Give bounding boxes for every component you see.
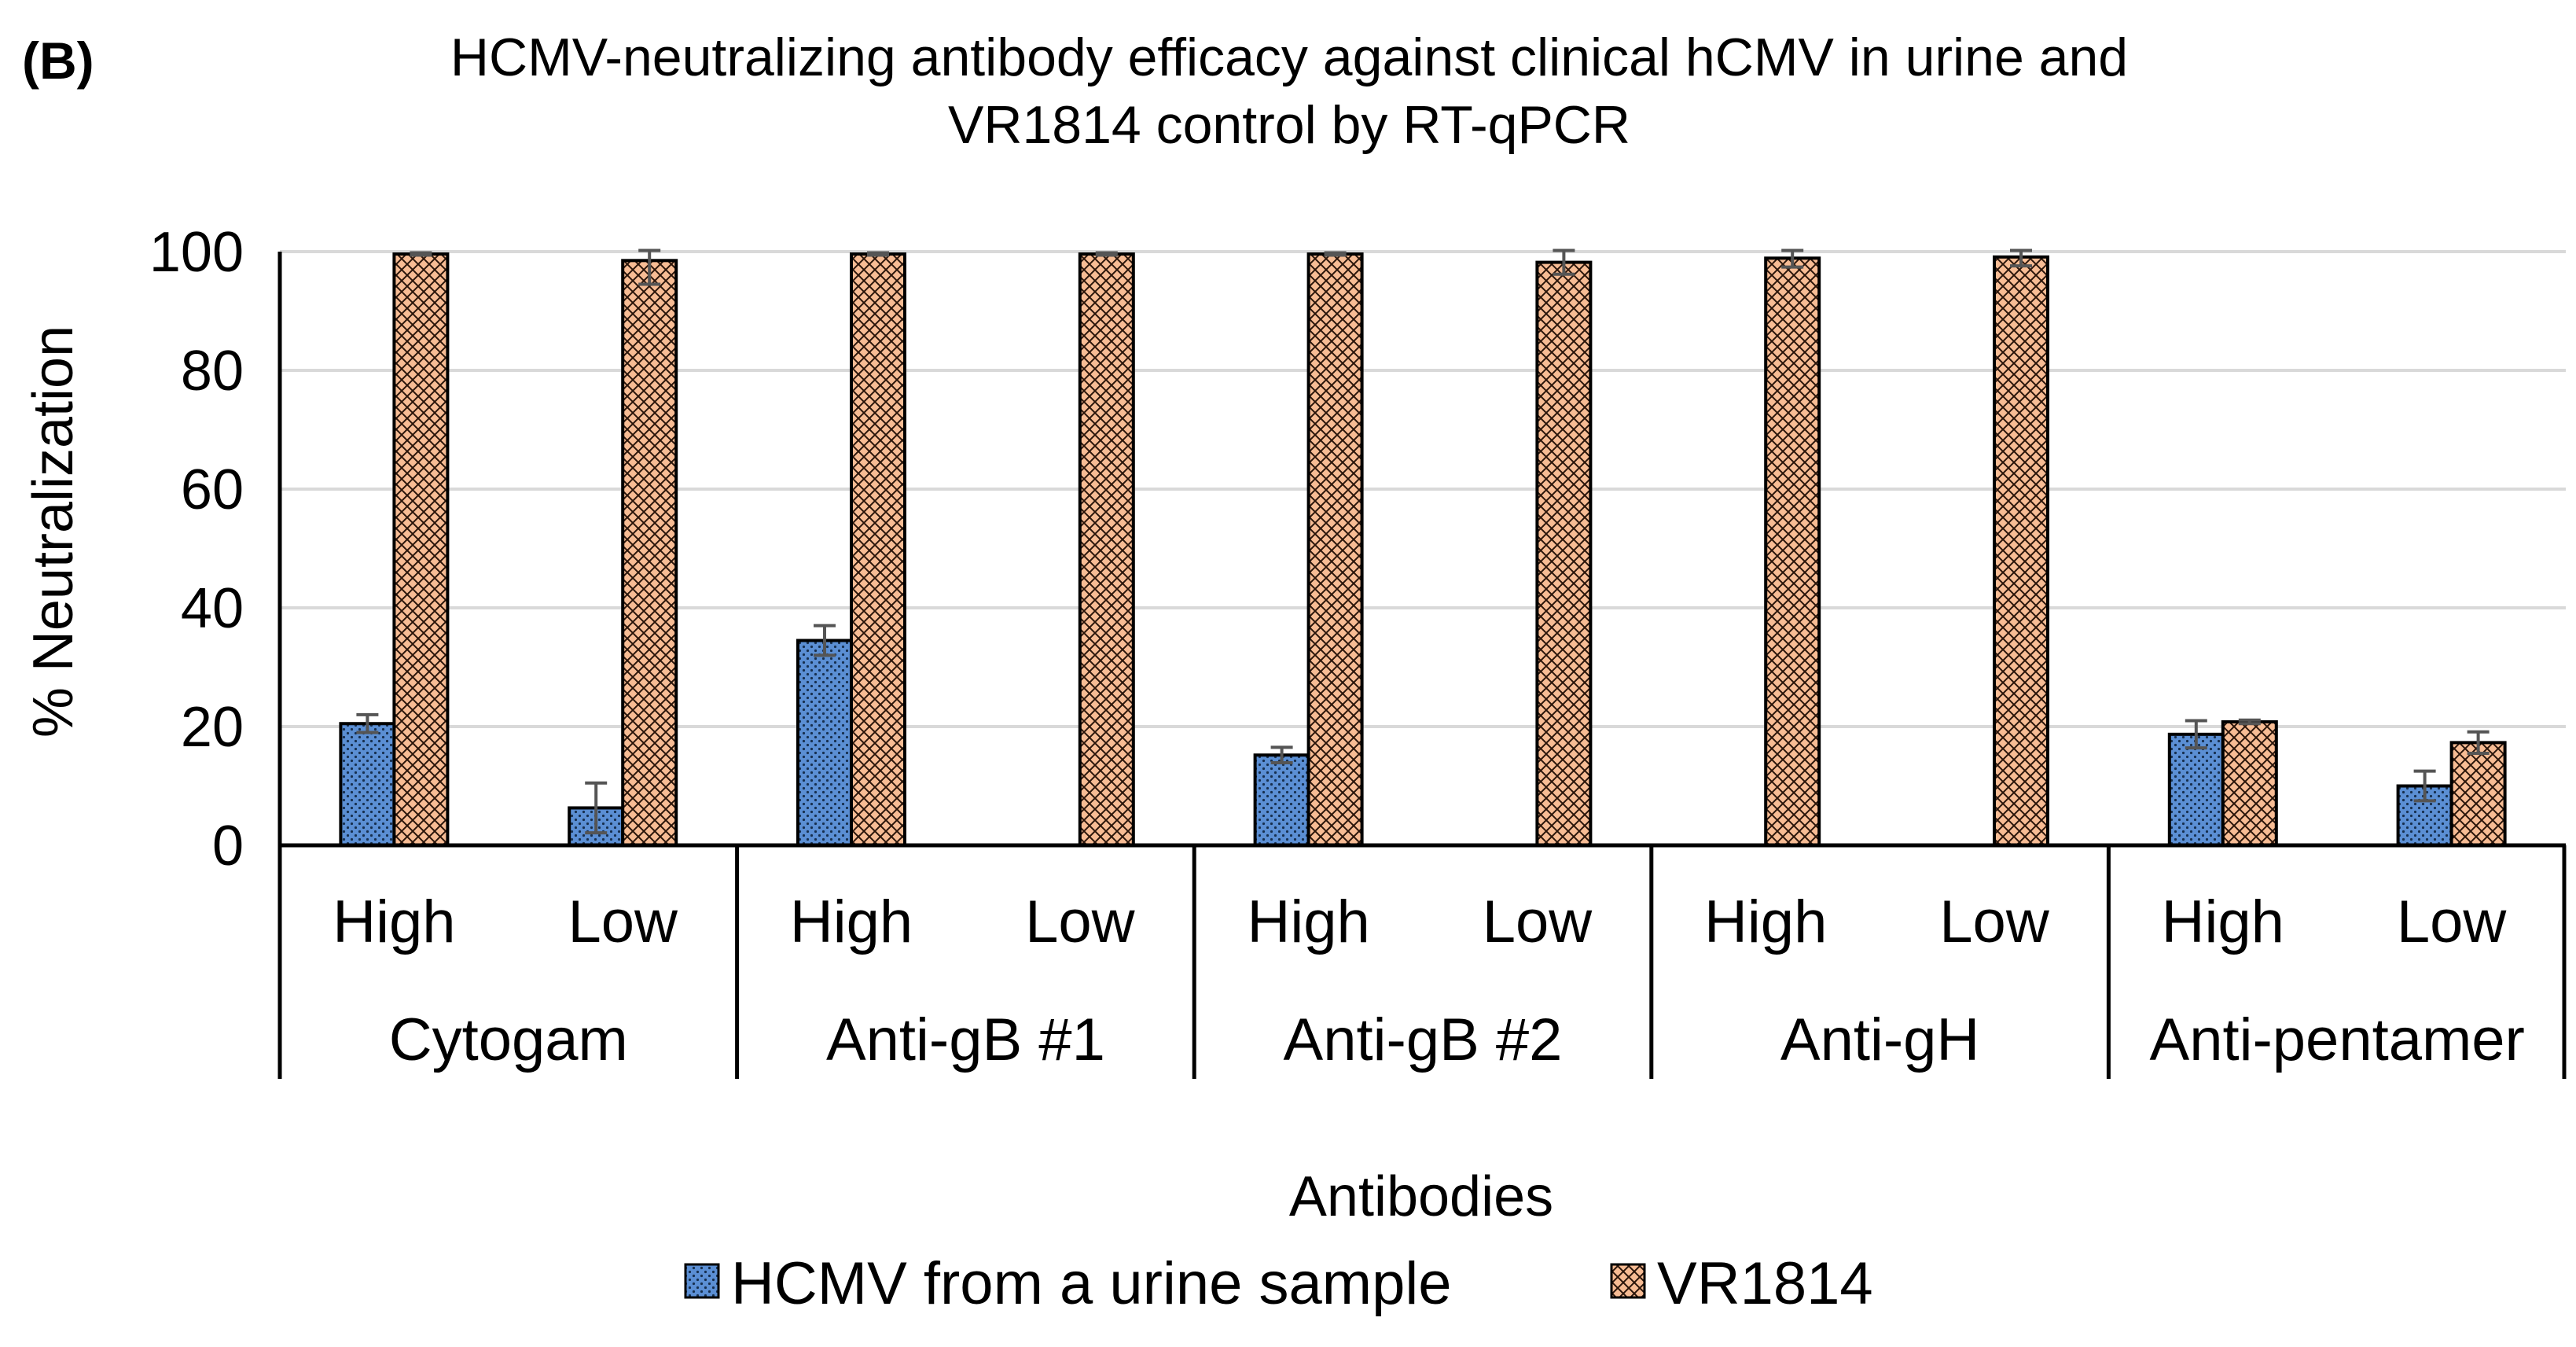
x-subcategory-label: Low xyxy=(568,889,678,955)
error-bar xyxy=(1095,251,1118,257)
x-subcategory-label: High xyxy=(1704,889,1827,955)
y-tick-label: 40 xyxy=(181,577,244,640)
y-tick-label: 0 xyxy=(212,815,244,878)
bar-vr1814-0 xyxy=(392,252,450,847)
x-subcategory-label: Low xyxy=(1939,889,2050,955)
x-axis-title: Antibodies xyxy=(1289,1165,1553,1228)
y-tick-label: 100 xyxy=(149,221,244,284)
x-group-label: Anti-gB #1 xyxy=(826,1007,1105,1073)
y-tick-label: 80 xyxy=(181,340,244,403)
bar-vr1814-6 xyxy=(1764,256,1821,847)
error-bar xyxy=(1781,248,1804,269)
legend-item: VR1814 xyxy=(1610,1250,1873,1317)
y-tick-label: 60 xyxy=(181,458,244,521)
axes xyxy=(277,252,2566,848)
error-bar xyxy=(585,781,608,835)
bar-vr1814-1 xyxy=(621,259,678,847)
bar-vr1814-2 xyxy=(850,252,906,847)
legend-item: HCMV from a urine sample xyxy=(684,1250,1452,1317)
bars xyxy=(339,252,2507,848)
error-bar xyxy=(867,251,889,257)
x-subcategory-label: High xyxy=(1247,889,1369,955)
chart-title-line-2: VR1814 control by RT-qPCR xyxy=(948,95,1630,155)
x-subcategory-label: Low xyxy=(2397,889,2508,955)
bar-vr1814-8 xyxy=(2221,720,2278,848)
error-bar xyxy=(2238,718,2261,726)
error-bar xyxy=(2467,730,2490,755)
error-bar xyxy=(1270,745,1293,765)
bar-vr1814-7 xyxy=(1993,255,2049,848)
error-bar xyxy=(356,712,379,734)
error-bars xyxy=(356,248,2490,835)
x-subcategory-label: High xyxy=(2162,889,2284,955)
error-bar xyxy=(2413,769,2436,803)
x-subcategory-label: Low xyxy=(1025,889,1136,955)
error-bar xyxy=(2010,248,2032,268)
x-subcategory-label: High xyxy=(790,889,913,955)
legend-swatch xyxy=(1610,1263,1646,1299)
bar-hcmv-from-a-urine-sample-2 xyxy=(796,639,853,848)
error-bar xyxy=(638,248,661,286)
x-group-label: Anti-gH xyxy=(1780,1007,1979,1073)
y-tick-label: 20 xyxy=(181,696,244,759)
x-group-label: Cytogam xyxy=(389,1007,628,1073)
bar-vr1814-5 xyxy=(1535,260,1593,847)
bar-hcmv-from-a-urine-sample-4 xyxy=(1253,753,1310,847)
bar-hcmv-from-a-urine-sample-8 xyxy=(2167,732,2225,847)
x-axis-labels: High Low Cytogam High Low Anti-gB #1 High Low An… xyxy=(277,845,2567,1079)
x-group-label: Anti-gB #2 xyxy=(1284,1007,1563,1073)
x-group-label: Anti-pentamer xyxy=(2150,1007,2525,1073)
bar-hcmv-from-a-urine-sample-0 xyxy=(339,722,396,847)
error-bar xyxy=(1324,251,1347,257)
chart-title-line-1: HCMV-neutralizing antibody efficacy agai… xyxy=(450,28,2128,87)
legend: HCMV from a urine sample VR1814 xyxy=(684,1250,1873,1317)
y-axis-ticks: 0 20 40 60 80 100 xyxy=(149,221,244,878)
chart-title: HCMV-neutralizing antibody efficacy agai… xyxy=(450,28,2128,155)
bar-vr1814-9 xyxy=(2449,741,2507,848)
legend-label: VR1814 xyxy=(1657,1250,1873,1317)
legend-label: HCMV from a urine sample xyxy=(731,1250,1452,1317)
legend-swatch xyxy=(684,1263,720,1299)
bar-vr1814-4 xyxy=(1306,252,1364,847)
x-subcategory-label: High xyxy=(333,889,455,955)
error-bar xyxy=(2185,719,2207,750)
error-bar xyxy=(814,624,836,657)
panel-label: (B) xyxy=(22,31,94,90)
x-subcategory-label: Low xyxy=(1483,889,1593,955)
error-bar xyxy=(410,251,432,257)
bar-vr1814-3 xyxy=(1078,252,1135,847)
y-axis-title: % Neutralization xyxy=(22,326,85,738)
error-bar xyxy=(1553,248,1575,276)
